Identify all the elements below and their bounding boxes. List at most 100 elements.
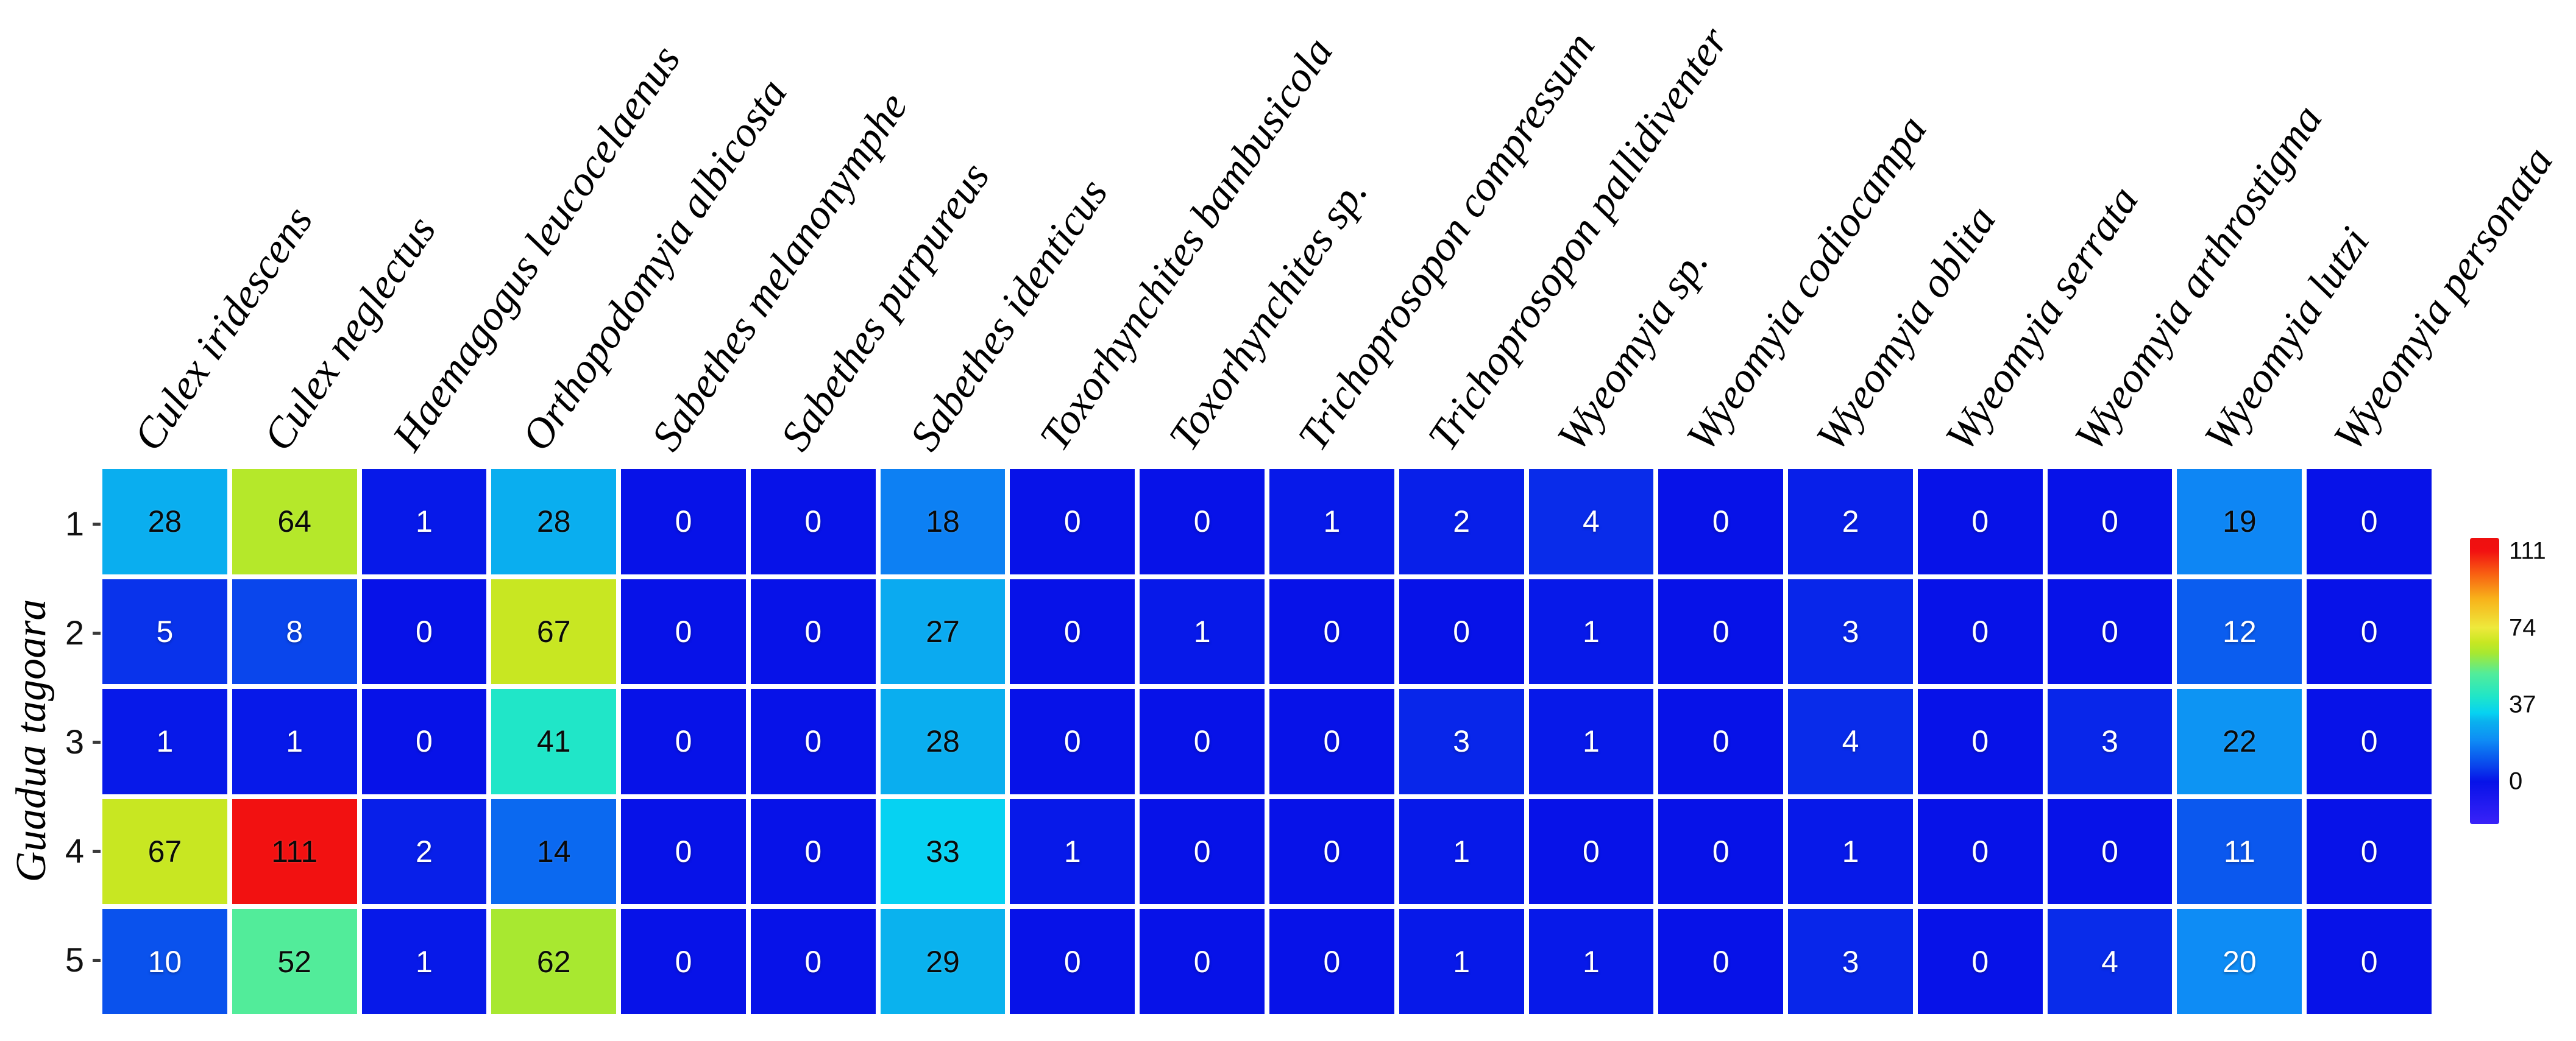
heatmap-cell: 0 — [1528, 799, 1654, 905]
cell-value: 29 — [926, 944, 960, 979]
cell-value: 10 — [147, 944, 182, 979]
cell-value: 0 — [2101, 835, 2118, 869]
cell-value: 0 — [1712, 944, 1730, 979]
heatmap-cell: 41 — [491, 689, 617, 794]
cell-value: 0 — [1193, 944, 1211, 979]
cell-value: 67 — [147, 835, 182, 869]
column-label: Sabethes melanonymphe — [642, 84, 917, 459]
cell-value: 4 — [1583, 504, 1600, 539]
cell-value: 0 — [2360, 504, 2378, 539]
cell-value: 0 — [1712, 504, 1730, 539]
heatmap-cell: 29 — [880, 909, 1006, 1014]
heatmap-cell: 11 — [2177, 799, 2302, 905]
cell-value: 2 — [1453, 504, 1471, 539]
cell-value: 33 — [926, 835, 960, 869]
column-label: Wyeomyia arthrostigma — [2065, 96, 2332, 459]
row-label: 4 — [65, 831, 84, 870]
cell-value: 0 — [2360, 614, 2378, 649]
heatmap-cell: 0 — [621, 909, 746, 1014]
heatmap-cell: 0 — [2307, 689, 2432, 794]
heatmap-cell: 14 — [491, 799, 617, 905]
heatmap-cell: 33 — [880, 799, 1006, 905]
cell-value: 3 — [1842, 944, 1859, 979]
cell-value: 14 — [536, 835, 571, 869]
cell-value: 0 — [675, 835, 692, 869]
heatmap-cell: 3 — [2047, 689, 2173, 794]
heatmap-cell: 1 — [1140, 579, 1265, 685]
cell-value: 0 — [1193, 724, 1211, 759]
cell-value: 0 — [804, 504, 822, 539]
heatmap-cell: 0 — [621, 689, 746, 794]
heatmap-cell: 0 — [621, 799, 746, 905]
heatmap-cell: 3 — [1788, 579, 1913, 685]
heatmap-cell: 0 — [1140, 469, 1265, 574]
cell-value: 0 — [675, 504, 692, 539]
cell-value: 27 — [926, 614, 960, 649]
heatmap-cell: 0 — [1917, 579, 2043, 685]
cell-value: 0 — [416, 724, 433, 759]
heatmap-cell: 0 — [1010, 579, 1135, 685]
heatmap-cell: 0 — [2047, 469, 2173, 574]
heatmap-cell: 0 — [750, 799, 876, 905]
cell-value: 1 — [1583, 614, 1600, 649]
cell-value: 0 — [1323, 614, 1341, 649]
heatmap-cell: 1 — [1528, 909, 1654, 1014]
heatmap-cell: 4 — [1788, 689, 1913, 794]
heatmap-cell: 0 — [750, 909, 876, 1014]
cell-value: 0 — [2360, 724, 2378, 759]
cell-value: 1 — [1193, 614, 1211, 649]
heatmap-cell: 4 — [1528, 469, 1654, 574]
cell-value: 3 — [1842, 614, 1859, 649]
cell-value: 1 — [156, 724, 174, 759]
heatmap-cell: 67 — [491, 579, 617, 685]
cell-value: 4 — [2101, 944, 2118, 979]
cell-value: 0 — [675, 614, 692, 649]
heatmap-cell: 0 — [621, 469, 746, 574]
cell-value: 0 — [1712, 835, 1730, 869]
heatmap-cell: 1 — [1788, 799, 1913, 905]
heatmap-cell: 2 — [1399, 469, 1524, 574]
heatmap-cell: 0 — [361, 689, 487, 794]
cell-value: 0 — [1193, 504, 1211, 539]
heatmap-cell: 0 — [361, 579, 487, 685]
cell-value: 1 — [1323, 504, 1341, 539]
heatmap-cell: 18 — [880, 469, 1006, 574]
cell-value: 1 — [1583, 944, 1600, 979]
heatmap-cell: 0 — [1269, 579, 1394, 685]
heatmap-cell: 2 — [1788, 469, 1913, 574]
row-label: 1 — [65, 504, 84, 543]
cell-value: 0 — [2360, 944, 2378, 979]
heatmap-cell: 0 — [1917, 469, 2043, 574]
cell-value: 1 — [1063, 835, 1081, 869]
heatmap-cell: 28 — [491, 469, 617, 574]
cell-value: 0 — [675, 944, 692, 979]
cell-value: 1 — [1453, 835, 1471, 869]
heatmap-cell: 2 — [361, 799, 487, 905]
cell-value: 1 — [1453, 944, 1471, 979]
cell-value: 0 — [1712, 614, 1730, 649]
cell-value: 0 — [1323, 835, 1341, 869]
y-axis-tick — [93, 958, 101, 962]
cell-value: 28 — [536, 504, 571, 539]
cell-value: 2 — [1842, 504, 1859, 539]
heatmap-cell: 0 — [1140, 909, 1265, 1014]
cell-value: 28 — [147, 504, 182, 539]
cell-value: 111 — [271, 835, 318, 869]
heatmap-cell: 0 — [1658, 799, 1784, 905]
cell-value: 62 — [536, 944, 571, 979]
heatmap-cell: 0 — [1269, 799, 1394, 905]
colorbar-tick-label: 74 — [2509, 614, 2536, 641]
heatmap-cell: 0 — [1140, 799, 1265, 905]
heatmap-cell: 0 — [2307, 469, 2432, 574]
heatmap-cell: 67 — [102, 799, 227, 905]
cell-value: 0 — [1971, 835, 1989, 869]
cell-value: 0 — [804, 835, 822, 869]
heatmap-cell: 0 — [2047, 799, 2173, 905]
cell-value: 0 — [804, 944, 822, 979]
heatmap-cell: 1 — [232, 689, 357, 794]
cell-value: 1 — [416, 504, 433, 539]
cell-value: 3 — [1453, 724, 1471, 759]
cell-value: 0 — [1323, 944, 1341, 979]
heatmap-cell: 1 — [1528, 689, 1654, 794]
